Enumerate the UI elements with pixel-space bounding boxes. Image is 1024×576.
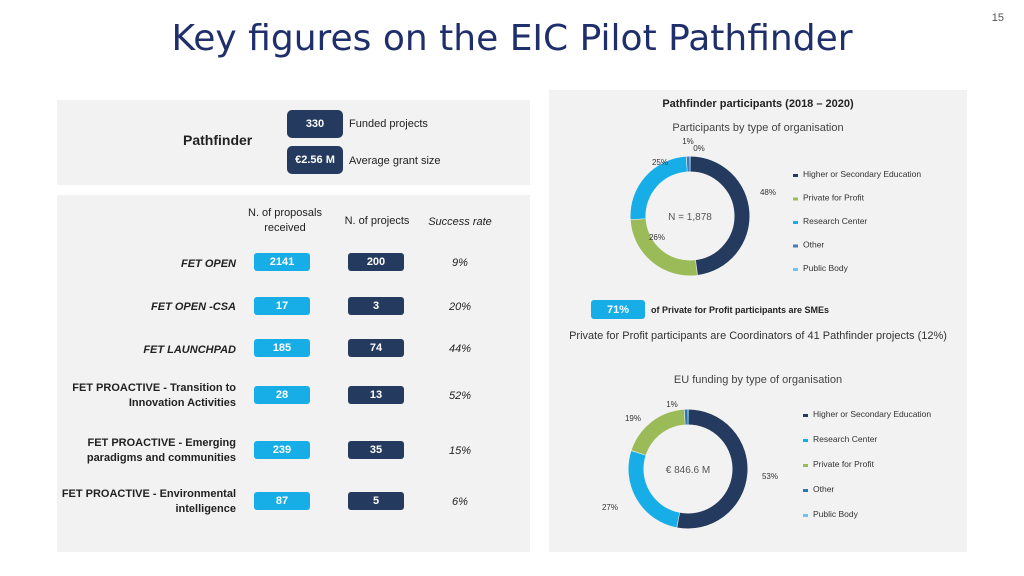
row-label: FET OPEN <box>180 258 236 270</box>
legend-label: Other <box>803 240 824 250</box>
row-label-line: FET PROACTIVE - Environmental <box>61 488 236 500</box>
slice-percent-label: 53% <box>762 472 778 481</box>
proposals-value: 185 <box>254 339 310 357</box>
row-label-line: intelligence <box>175 503 236 515</box>
legend-label: Higher or Secondary Education <box>803 169 921 179</box>
funded-projects-value: 330 <box>287 110 343 138</box>
legend-label: Private for Profit <box>813 459 875 469</box>
proposals-value: 239 <box>254 441 310 459</box>
projects-value: 5 <box>348 492 404 510</box>
success-rate-value: 52% <box>448 390 472 402</box>
legend-swatch <box>803 489 808 492</box>
row-label: FET PROACTIVE - Emerging paradigms and c… <box>36 436 236 466</box>
legend-label: Private for Profit <box>803 193 865 203</box>
donut-slice <box>677 409 748 529</box>
legend-swatch <box>803 464 808 467</box>
projects-value: 74 <box>348 339 404 357</box>
row-label: FET LAUNCHPAD <box>143 344 236 356</box>
row-label: FET PROACTIVE - Transition to Innovation… <box>36 381 236 411</box>
projects-value: 200 <box>348 253 404 271</box>
donut-slice <box>630 156 688 220</box>
coordinators-text: Private for Profit participants are Coor… <box>569 330 947 342</box>
legend-swatch <box>793 174 798 177</box>
page-title: Key figures on the EIC Pilot Pathfinder <box>171 18 853 59</box>
proposals-value: 2141 <box>254 253 310 271</box>
legend-swatch <box>793 244 798 248</box>
row-label-line: Innovation Activities <box>128 397 236 409</box>
donut-slice <box>628 450 680 528</box>
funded-projects-label: Funded projects <box>349 118 428 130</box>
header-projects: N. of projects <box>344 215 410 227</box>
slice-percent-label: 19% <box>625 414 641 423</box>
proposals-value: 87 <box>254 492 310 510</box>
legend-swatch <box>803 439 808 442</box>
row-label: FET OPEN -CSA <box>151 301 236 313</box>
page-number: 15 <box>991 12 1004 24</box>
legend-swatch <box>793 197 798 201</box>
header-success-rate: Success rate <box>428 216 492 228</box>
success-rate-value: 15% <box>448 445 472 457</box>
slice-percent-label: 1% <box>682 137 694 146</box>
legend-label: Public Body <box>803 263 849 273</box>
legend-swatch <box>793 221 798 224</box>
row-label-line: FET PROACTIVE - Emerging <box>87 437 236 449</box>
proposals-value: 17 <box>254 297 310 315</box>
slice-percent-label: 27% <box>602 503 618 512</box>
legend-swatch <box>793 268 798 271</box>
grant-size-value: €2.56 M <box>287 146 343 174</box>
legend-swatch <box>803 414 808 417</box>
legend-label: Higher or Secondary Education <box>813 409 931 419</box>
participants-heading: Pathfinder participants (2018 – 2020) <box>662 98 854 110</box>
legend-swatch <box>803 514 808 517</box>
slice-percent-label: 26% <box>649 233 665 242</box>
participants-donut-chart: N = 1,878 48% 26% 25% 1%0% Higher or Secondar… <box>630 137 921 276</box>
legend-label: Other <box>813 484 834 494</box>
summary-label: Pathfinder <box>183 132 253 148</box>
slice-percent-label: 1% <box>666 400 678 409</box>
donut-center-label: N = 1,878 <box>668 212 712 223</box>
projects-value: 13 <box>348 386 404 404</box>
success-rate-value: 44% <box>448 343 472 355</box>
legend-label: Research Center <box>803 216 867 226</box>
legend-label: Public Body <box>813 509 859 519</box>
donut-slice <box>630 218 698 276</box>
donut-center-label: € 846.6 M <box>666 465 710 476</box>
chart-1-title: Participants by type of organisation <box>672 122 844 134</box>
legend-label: Research Center <box>813 434 877 444</box>
row-label: FET PROACTIVE - Environmental intelligen… <box>36 487 236 517</box>
grant-size-label: Average grant size <box>349 155 441 167</box>
chart-2-title: EU funding by type of organisation <box>673 374 843 386</box>
funding-donut-chart: € 846.6 M 53% 27% 19% 1% Higher or Secondary … <box>602 400 931 529</box>
slice-percent-label: 0% <box>693 144 705 153</box>
donut-slice <box>689 156 750 275</box>
participants-panel <box>549 90 967 552</box>
header-proposals: N. of proposals received <box>248 207 322 234</box>
success-rate-value: 9% <box>452 257 468 269</box>
row-label-line: paradigms and communities <box>86 452 236 464</box>
sme-percent-badge: 71% <box>591 300 645 319</box>
slice-percent-label: 48% <box>760 188 776 197</box>
projects-value: 3 <box>348 297 404 315</box>
donut-slice <box>631 409 686 456</box>
slice-percent-label: 25% <box>652 158 668 167</box>
success-rate-value: 6% <box>452 496 468 508</box>
projects-value: 35 <box>348 441 404 459</box>
proposals-value: 28 <box>254 386 310 404</box>
row-label-line: FET PROACTIVE - Transition to <box>72 382 236 394</box>
success-rate-value: 20% <box>448 301 472 313</box>
sme-text: of Private for Profit participants are S… <box>651 305 830 315</box>
